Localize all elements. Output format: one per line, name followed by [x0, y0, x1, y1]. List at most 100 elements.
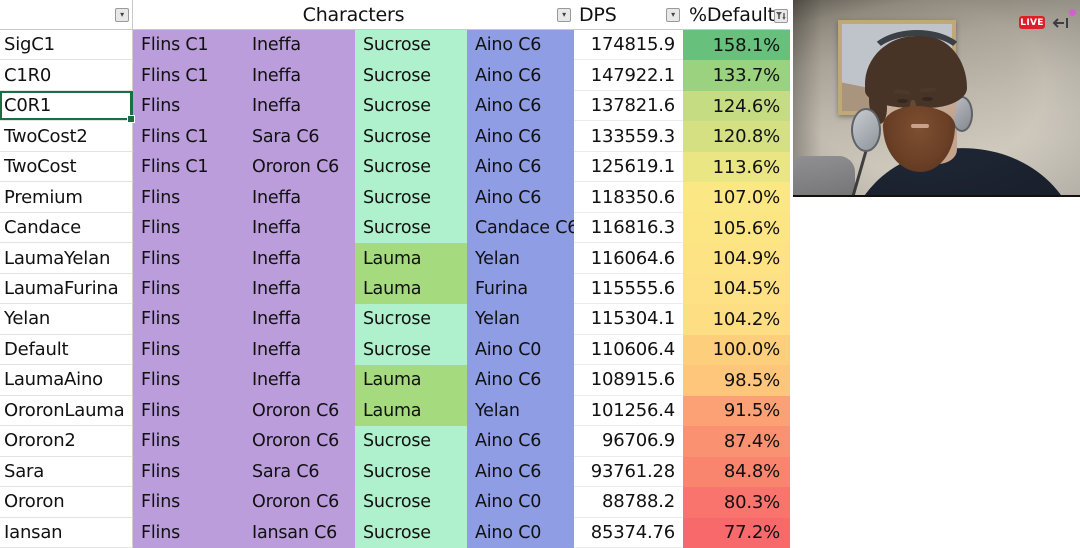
character-cell-3[interactable]: Sucrose: [355, 121, 467, 152]
dps-column-header[interactable]: DPS ▾: [574, 0, 683, 29]
character-cell-1[interactable]: Flins: [133, 395, 244, 427]
characters-column-header[interactable]: Characters ▾: [133, 0, 574, 29]
character-cell-3[interactable]: Sucrose: [355, 334, 467, 366]
character-cell-4[interactable]: Aino C6: [467, 60, 574, 91]
percent-default-cell[interactable]: 133.7%: [683, 60, 790, 91]
dps-cell[interactable]: 116064.6: [574, 243, 683, 274]
row-label-cell[interactable]: SigC1: [0, 30, 133, 61]
character-cell-1[interactable]: Flins: [133, 487, 244, 518]
dps-cell[interactable]: 110606.4: [574, 334, 683, 366]
character-cell-2[interactable]: Ineffa: [244, 90, 355, 122]
dps-cell[interactable]: 115304.1: [574, 304, 683, 335]
character-cell-1[interactable]: Flins C1: [133, 121, 244, 152]
row-label-cell[interactable]: Default: [0, 334, 133, 366]
filter-dropdown-icon[interactable]: ▾: [557, 8, 571, 22]
character-cell-1[interactable]: Flins: [133, 212, 244, 244]
character-cell-3[interactable]: Sucrose: [355, 426, 467, 457]
character-cell-2[interactable]: Sara C6: [244, 121, 355, 152]
character-cell-2[interactable]: Ineffa: [244, 30, 355, 61]
percent-default-cell[interactable]: 124.6%: [683, 90, 790, 122]
dps-cell[interactable]: 93761.28: [574, 456, 683, 488]
percent-default-cell[interactable]: 113.6%: [683, 151, 790, 183]
character-cell-2[interactable]: Ineffa: [244, 304, 355, 335]
character-cell-4[interactable]: Yelan: [467, 304, 574, 335]
row-label-column-header[interactable]: ▾: [0, 0, 133, 29]
character-cell-2[interactable]: Ineffa: [244, 273, 355, 305]
row-label-cell[interactable]: LaumaYelan: [0, 243, 133, 274]
character-cell-2[interactable]: Sara C6: [244, 456, 355, 488]
character-cell-3[interactable]: Sucrose: [355, 151, 467, 183]
character-cell-4[interactable]: Aino C6: [467, 90, 574, 122]
row-label-cell[interactable]: Iansan: [0, 517, 133, 548]
character-cell-2[interactable]: Ororon C6: [244, 151, 355, 183]
row-label-cell[interactable]: Premium: [0, 182, 133, 213]
row-label-cell[interactable]: LaumaFurina: [0, 273, 133, 305]
row-label-cell[interactable]: TwoCost2: [0, 121, 133, 152]
character-cell-3[interactable]: Sucrose: [355, 60, 467, 91]
row-label-cell[interactable]: Sara: [0, 456, 133, 488]
character-cell-1[interactable]: Flins: [133, 182, 244, 213]
character-cell-4[interactable]: Aino C6: [467, 30, 574, 61]
character-cell-1[interactable]: Flins C1: [133, 60, 244, 91]
character-cell-2[interactable]: Iansan C6: [244, 517, 355, 548]
dps-cell[interactable]: 116816.3: [574, 212, 683, 244]
percent-default-cell[interactable]: 107.0%: [683, 182, 790, 213]
dps-cell[interactable]: 133559.3: [574, 121, 683, 152]
character-cell-4[interactable]: Aino C6: [467, 365, 574, 396]
character-cell-1[interactable]: Flins: [133, 456, 244, 488]
character-cell-3[interactable]: Lauma: [355, 243, 467, 274]
percent-default-cell[interactable]: 104.2%: [683, 304, 790, 335]
character-cell-4[interactable]: Yelan: [467, 395, 574, 427]
row-label-cell[interactable]: OroronLauma: [0, 395, 133, 427]
character-cell-2[interactable]: Ororon C6: [244, 426, 355, 457]
dps-cell[interactable]: 88788.2: [574, 487, 683, 518]
dps-cell[interactable]: 125619.1: [574, 151, 683, 183]
character-cell-1[interactable]: Flins: [133, 304, 244, 335]
character-cell-4[interactable]: Aino C0: [467, 487, 574, 518]
character-cell-2[interactable]: Ororon C6: [244, 395, 355, 427]
character-cell-4[interactable]: Aino C6: [467, 182, 574, 213]
character-cell-3[interactable]: Sucrose: [355, 182, 467, 213]
character-cell-4[interactable]: Aino C6: [467, 426, 574, 457]
sort-descending-filter-icon[interactable]: [774, 9, 788, 23]
row-label-cell[interactable]: Candace: [0, 212, 133, 244]
percent-default-cell[interactable]: 104.9%: [683, 243, 790, 274]
character-cell-4[interactable]: Aino C6: [467, 456, 574, 488]
character-cell-2[interactable]: Ineffa: [244, 365, 355, 396]
character-cell-1[interactable]: Flins C1: [133, 151, 244, 183]
row-label-cell[interactable]: LaumaAino: [0, 365, 133, 396]
row-label-cell[interactable]: C0R1: [0, 90, 135, 124]
percent-default-cell[interactable]: 87.4%: [683, 426, 790, 457]
character-cell-4[interactable]: Aino C6: [467, 121, 574, 152]
collapse-arrow-icon[interactable]: [1051, 16, 1071, 30]
dps-cell[interactable]: 118350.6: [574, 182, 683, 213]
character-cell-2[interactable]: Ineffa: [244, 334, 355, 366]
character-cell-2[interactable]: Ororon C6: [244, 487, 355, 518]
character-cell-3[interactable]: Lauma: [355, 273, 467, 305]
character-cell-2[interactable]: Ineffa: [244, 212, 355, 244]
character-cell-4[interactable]: Aino C0: [467, 517, 574, 548]
percent-default-cell[interactable]: 91.5%: [683, 395, 790, 427]
dps-cell[interactable]: 85374.76: [574, 517, 683, 548]
character-cell-4[interactable]: Candace C6: [467, 212, 578, 244]
dps-cell[interactable]: 101256.4: [574, 395, 683, 427]
percent-default-column-header[interactable]: %Default: [683, 0, 790, 29]
row-label-cell[interactable]: TwoCost: [0, 151, 133, 183]
dps-cell[interactable]: 147922.1: [574, 60, 683, 91]
character-cell-1[interactable]: Flins: [133, 90, 244, 122]
character-cell-3[interactable]: Sucrose: [355, 90, 467, 122]
character-cell-1[interactable]: Flins: [133, 334, 244, 366]
percent-default-cell[interactable]: 84.8%: [683, 456, 790, 488]
percent-default-cell[interactable]: 100.0%: [683, 334, 790, 366]
character-cell-1[interactable]: Flins: [133, 426, 244, 457]
character-cell-2[interactable]: Ineffa: [244, 243, 355, 274]
character-cell-4[interactable]: Yelan: [467, 243, 574, 274]
dps-cell[interactable]: 108915.6: [574, 365, 683, 396]
character-cell-3[interactable]: Sucrose: [355, 487, 467, 518]
character-cell-1[interactable]: Flins: [133, 243, 244, 274]
dps-cell[interactable]: 137821.6: [574, 90, 683, 122]
row-label-cell[interactable]: C1R0: [0, 60, 133, 91]
character-cell-3[interactable]: Lauma: [355, 365, 467, 396]
character-cell-3[interactable]: Sucrose: [355, 212, 467, 244]
percent-default-cell[interactable]: 77.2%: [683, 517, 790, 548]
